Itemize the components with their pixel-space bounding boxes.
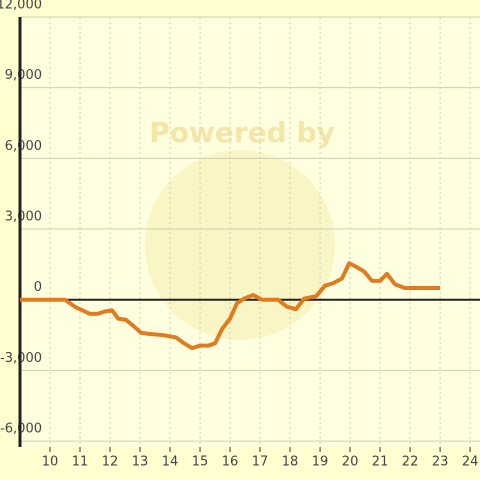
x-tick-label: 24 — [462, 455, 479, 470]
x-tick-label: 18 — [282, 455, 299, 470]
x-tick-label: 21 — [372, 455, 389, 470]
x-tick-label: 20 — [342, 455, 359, 470]
x-tick-label: 12 — [102, 455, 119, 470]
y-tick-label: 9,000 — [5, 68, 42, 83]
x-tick-label: 11 — [72, 455, 89, 470]
watermark-logo — [145, 150, 335, 340]
x-tick-label: 22 — [402, 455, 419, 470]
x-tick-label: 17 — [252, 455, 269, 470]
x-tick-label: 19 — [312, 455, 329, 470]
x-tick-label: 10 — [42, 455, 59, 470]
x-tick-label: 15 — [192, 455, 209, 470]
watermark: Powered by — [149, 116, 335, 149]
x-tick-label: 16 — [222, 455, 239, 470]
x-tick-label: 23 — [432, 455, 449, 470]
y-tick-label: 12,000 — [0, 0, 42, 13]
y-tick-label: 0 — [34, 280, 42, 295]
x-tick-label: 14 — [162, 455, 179, 470]
x-tick-label: 13 — [132, 455, 149, 470]
y-tick-label: 3,000 — [5, 210, 42, 225]
y-tick-label: 6,000 — [5, 139, 42, 154]
data-line — [20, 261, 441, 351]
